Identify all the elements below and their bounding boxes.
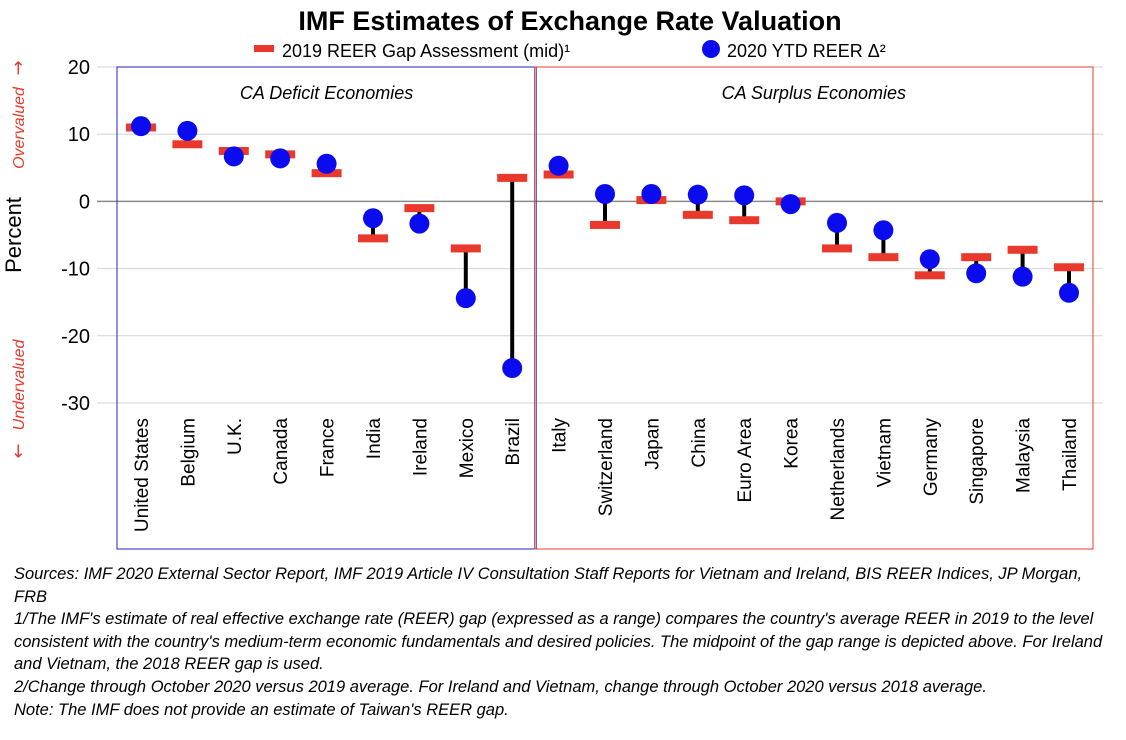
x-tick-label-korea: Korea: [782, 418, 803, 469]
reer-point-belgium: [177, 120, 198, 141]
x-tick-label-germany: Germany: [921, 418, 942, 497]
gap-marker-malaysia: [1007, 245, 1038, 254]
x-tick-label-japan: Japan: [642, 418, 663, 470]
x-tick-label-malaysia: Malaysia: [1014, 418, 1035, 493]
y-tick-label: 20: [68, 57, 90, 79]
x-tick-label-france: France: [318, 418, 339, 477]
footnotes: Sources: IMF 2020 External Sector Report…: [14, 563, 1114, 721]
x-tick-label-thailand: Thailand: [1060, 418, 1081, 491]
gap-marker-vietnam: [868, 253, 899, 262]
chart: IMF Estimates of Exchange Rate Valuation…: [1, 6, 1103, 550]
reer-point-singapore: [966, 263, 987, 284]
gap-marker-netherlands: [822, 244, 852, 253]
overvalued-label: Overvalued: [11, 86, 28, 169]
x-tick-label-india: India: [364, 418, 385, 460]
reer-point-ireland: [409, 213, 430, 234]
legend: 2019 REER Gap Assessment (mid)¹ 2020 YTD…: [254, 40, 886, 61]
reer-point-u-k: [223, 146, 244, 167]
note-taiwan: Note: The IMF does not provide an estima…: [14, 700, 509, 719]
reer-point-korea: [780, 194, 801, 215]
plot-area: 20 10 0 -10 -20 -30 CA Deficit Economies CA Sur…: [61, 57, 1103, 550]
note-sources: Sources: IMF 2020 External Sector Report…: [14, 565, 1083, 606]
x-tick-label-brazil: Brazil: [503, 418, 524, 466]
gap-marker-switzerland: [590, 220, 620, 229]
legend-dash-marker: [254, 45, 274, 52]
reer-point-germany: [919, 249, 940, 270]
reer-point-vietnam: [873, 220, 894, 241]
reer-point-japan: [641, 184, 662, 205]
x-tick-label-u-k: U.K.: [225, 418, 246, 455]
x-tick-label-canada: Canada: [271, 418, 292, 485]
gap-marker-india: [358, 234, 388, 243]
reer-point-canada: [270, 148, 291, 169]
gap-marker-china: [682, 210, 713, 219]
reer-point-france: [316, 153, 337, 174]
reer-point-switzerland: [595, 184, 615, 205]
legend-label-gap: 2019 REER Gap Assessment (mid)¹: [282, 41, 570, 61]
x-tick-label-euro-area: Euro Area: [735, 418, 756, 503]
chart-title: IMF Estimates of Exchange Rate Valuation: [298, 6, 841, 36]
x-tick-label-china: China: [689, 418, 710, 468]
reer-point-italy: [548, 155, 569, 176]
legend-circle-marker: [702, 40, 720, 58]
reer-point-malaysia: [1012, 266, 1033, 287]
group-label-ca-surplus-economies: CA Surplus Economies: [722, 83, 906, 103]
group-label-ca-deficit-economies: CA Deficit Economies: [240, 83, 413, 103]
overvalued-arrow-icon: →: [8, 60, 29, 75]
gap-marker-mexico: [450, 244, 481, 253]
gap-marker-ireland: [404, 204, 435, 213]
reer-point-china: [687, 184, 708, 205]
x-tick-label-ireland: Ireland: [410, 418, 431, 476]
note-1: 1/The IMF's estimate of real effective e…: [14, 610, 1103, 674]
x-tick-label-singapore: Singapore: [967, 418, 988, 505]
undervalued-annotation: Undervalued ←: [8, 339, 29, 459]
legend-label-reer: 2020 YTD REER Δ²: [727, 41, 886, 61]
x-tick-label-belgium: Belgium: [178, 418, 199, 487]
y-tick-label: 10: [68, 124, 90, 146]
y-tick-label: -30: [61, 393, 90, 415]
group-box-ca-surplus-economies: [534, 66, 1094, 550]
x-tick-label-mexico: Mexico: [457, 418, 478, 478]
x-tick-label-switzerland: Switzerland: [596, 418, 617, 516]
gap-marker-thailand: [1054, 263, 1084, 272]
undervalued-arrow-icon: ←: [8, 443, 29, 458]
y-tick-label: 0: [79, 191, 90, 213]
gap-marker-belgium: [172, 140, 203, 149]
y-axis-label: Percent: [1, 197, 26, 273]
reer-point-mexico: [455, 288, 476, 309]
gap-marker-germany: [914, 271, 945, 280]
reer-point-india: [363, 208, 383, 229]
x-tick-label-netherlands: Netherlands: [828, 418, 849, 520]
reer-point-united-states: [131, 116, 151, 137]
x-tick-label-italy: Italy: [550, 418, 571, 453]
note-2: 2/Change through October 2020 versus 201…: [14, 677, 987, 696]
undervalued-label: Undervalued: [11, 339, 28, 431]
y-tick-label: -10: [61, 259, 90, 281]
reer-point-euro-area: [734, 185, 755, 206]
reer-point-netherlands: [827, 212, 847, 233]
gap-marker-singapore: [961, 253, 992, 262]
gap-marker-brazil: [497, 173, 528, 182]
x-tick-label-vietnam: Vietnam: [874, 418, 895, 487]
overvalued-annotation: Overvalued →: [8, 60, 29, 168]
y-tick-label: -20: [61, 326, 90, 348]
group-box-ca-deficit-economies: [116, 66, 537, 550]
x-tick-label-united-states: United States: [132, 418, 153, 532]
reer-point-thailand: [1059, 282, 1079, 303]
reer-point-brazil: [502, 358, 523, 379]
gap-marker-euro-area: [729, 216, 760, 225]
